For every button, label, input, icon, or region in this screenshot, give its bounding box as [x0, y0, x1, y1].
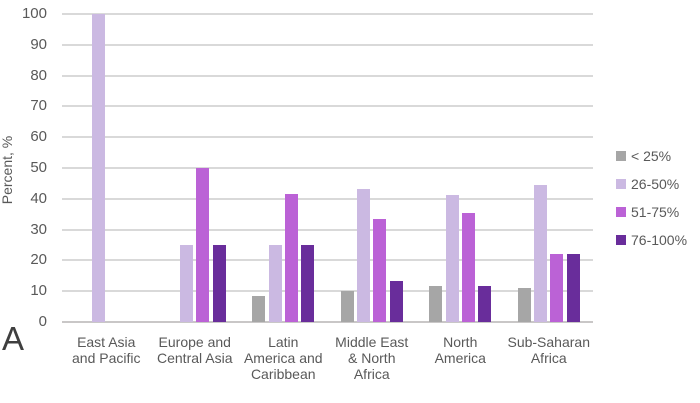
bar-5175-group1 — [196, 168, 210, 322]
legend-item-5175: 51-75% — [616, 203, 687, 221]
legend-swatch-icon — [616, 207, 626, 217]
bar-5175-group5 — [550, 253, 564, 322]
bar-25-group4 — [429, 285, 443, 322]
category-label-line: Africa — [353, 366, 390, 382]
bar-2650-group2 — [268, 245, 282, 322]
y-tick-label-80: 80 — [30, 66, 47, 84]
legend-item-76100: 76-100% — [616, 231, 687, 249]
gridline-70 — [62, 105, 593, 108]
bar-2650-group0 — [91, 14, 105, 322]
y-tick-label-20: 20 — [30, 251, 47, 269]
bar-2650-group5 — [534, 185, 548, 322]
panel-letter-label: A — [2, 320, 25, 357]
gridline-60 — [62, 136, 593, 139]
category-label-line: America and — [243, 350, 323, 366]
category-label-line: North — [443, 334, 478, 350]
gridline-30 — [62, 228, 593, 231]
bar-76100-group1 — [212, 245, 226, 322]
gridline-20 — [62, 259, 593, 262]
category-label-line: Africa — [530, 350, 567, 366]
legend-item-2650: 26-50% — [616, 175, 687, 193]
category-label-0: East Asia and Pacific — [51, 334, 161, 366]
y-tick-label-10: 10 — [30, 282, 47, 300]
y-tick-label-30: 30 — [30, 220, 47, 238]
bar-25-group2 — [252, 296, 266, 322]
gridline-40 — [62, 197, 593, 200]
bar-76100-group5 — [566, 253, 580, 322]
y-tick-label-40: 40 — [30, 189, 47, 207]
category-label-line: Middle East — [335, 334, 409, 350]
category-label-line: Sub-Saharan — [507, 334, 590, 350]
bar-5175-group4 — [461, 213, 475, 322]
y-tick-label-50: 50 — [30, 159, 47, 176]
bar-25-group5 — [517, 287, 531, 322]
gridline-90 — [62, 43, 593, 46]
bar-76100-group2 — [301, 245, 315, 322]
legend: < 25% 26-50% 51-75% 76-100% — [616, 147, 687, 259]
legend-label: 51-75% — [631, 204, 680, 220]
legend-label: 76-100% — [631, 232, 688, 248]
y-tick-label-60: 60 — [30, 128, 47, 146]
bar-76100-group3 — [389, 281, 403, 322]
y-tick-label-0: 0 — [38, 313, 47, 330]
y-tick-label-100: 100 — [21, 5, 47, 22]
gridline-80 — [62, 74, 593, 77]
gridline-0 — [62, 321, 593, 323]
legend-swatch-icon — [616, 179, 626, 189]
category-label-line: America — [434, 350, 486, 366]
gridline-100 — [62, 13, 593, 15]
bar-5175-group3 — [373, 219, 387, 322]
legend-label: < 25% — [631, 148, 672, 164]
category-label-1: Europe and Central Asia — [140, 334, 250, 366]
category-label-line: Central Asia — [157, 350, 233, 366]
category-label-line: & North — [348, 350, 396, 366]
gridline-10 — [62, 290, 593, 293]
legend-swatch-icon — [616, 235, 626, 245]
y-tick-label-70: 70 — [30, 97, 47, 115]
legend-item-25: < 25% — [616, 147, 687, 165]
category-label-3: Middle East & North Africa — [317, 334, 427, 382]
category-label-4: North America — [405, 334, 515, 366]
category-label-2: Latin America and Caribbean — [228, 334, 338, 382]
gridline-50 — [62, 167, 593, 169]
legend-swatch-icon — [616, 151, 626, 161]
y-tick-label-90: 90 — [30, 35, 47, 53]
bar-2650-group1 — [180, 245, 194, 322]
category-label-line: Caribbean — [250, 366, 316, 382]
bar-76100-group4 — [478, 285, 492, 322]
category-label-line: East Asia — [77, 334, 136, 350]
bar-5175-group2 — [284, 193, 298, 322]
legend-label: 26-50% — [631, 176, 680, 192]
category-label-line: Latin — [268, 334, 299, 350]
bar-25-group3 — [340, 291, 354, 322]
category-label-line: and Pacific — [72, 350, 141, 366]
bar-2650-group3 — [357, 188, 371, 322]
category-label-5: Sub-Saharan Africa — [494, 334, 604, 366]
category-label-line: Europe and — [158, 334, 231, 350]
bar-2650-group4 — [445, 195, 459, 322]
